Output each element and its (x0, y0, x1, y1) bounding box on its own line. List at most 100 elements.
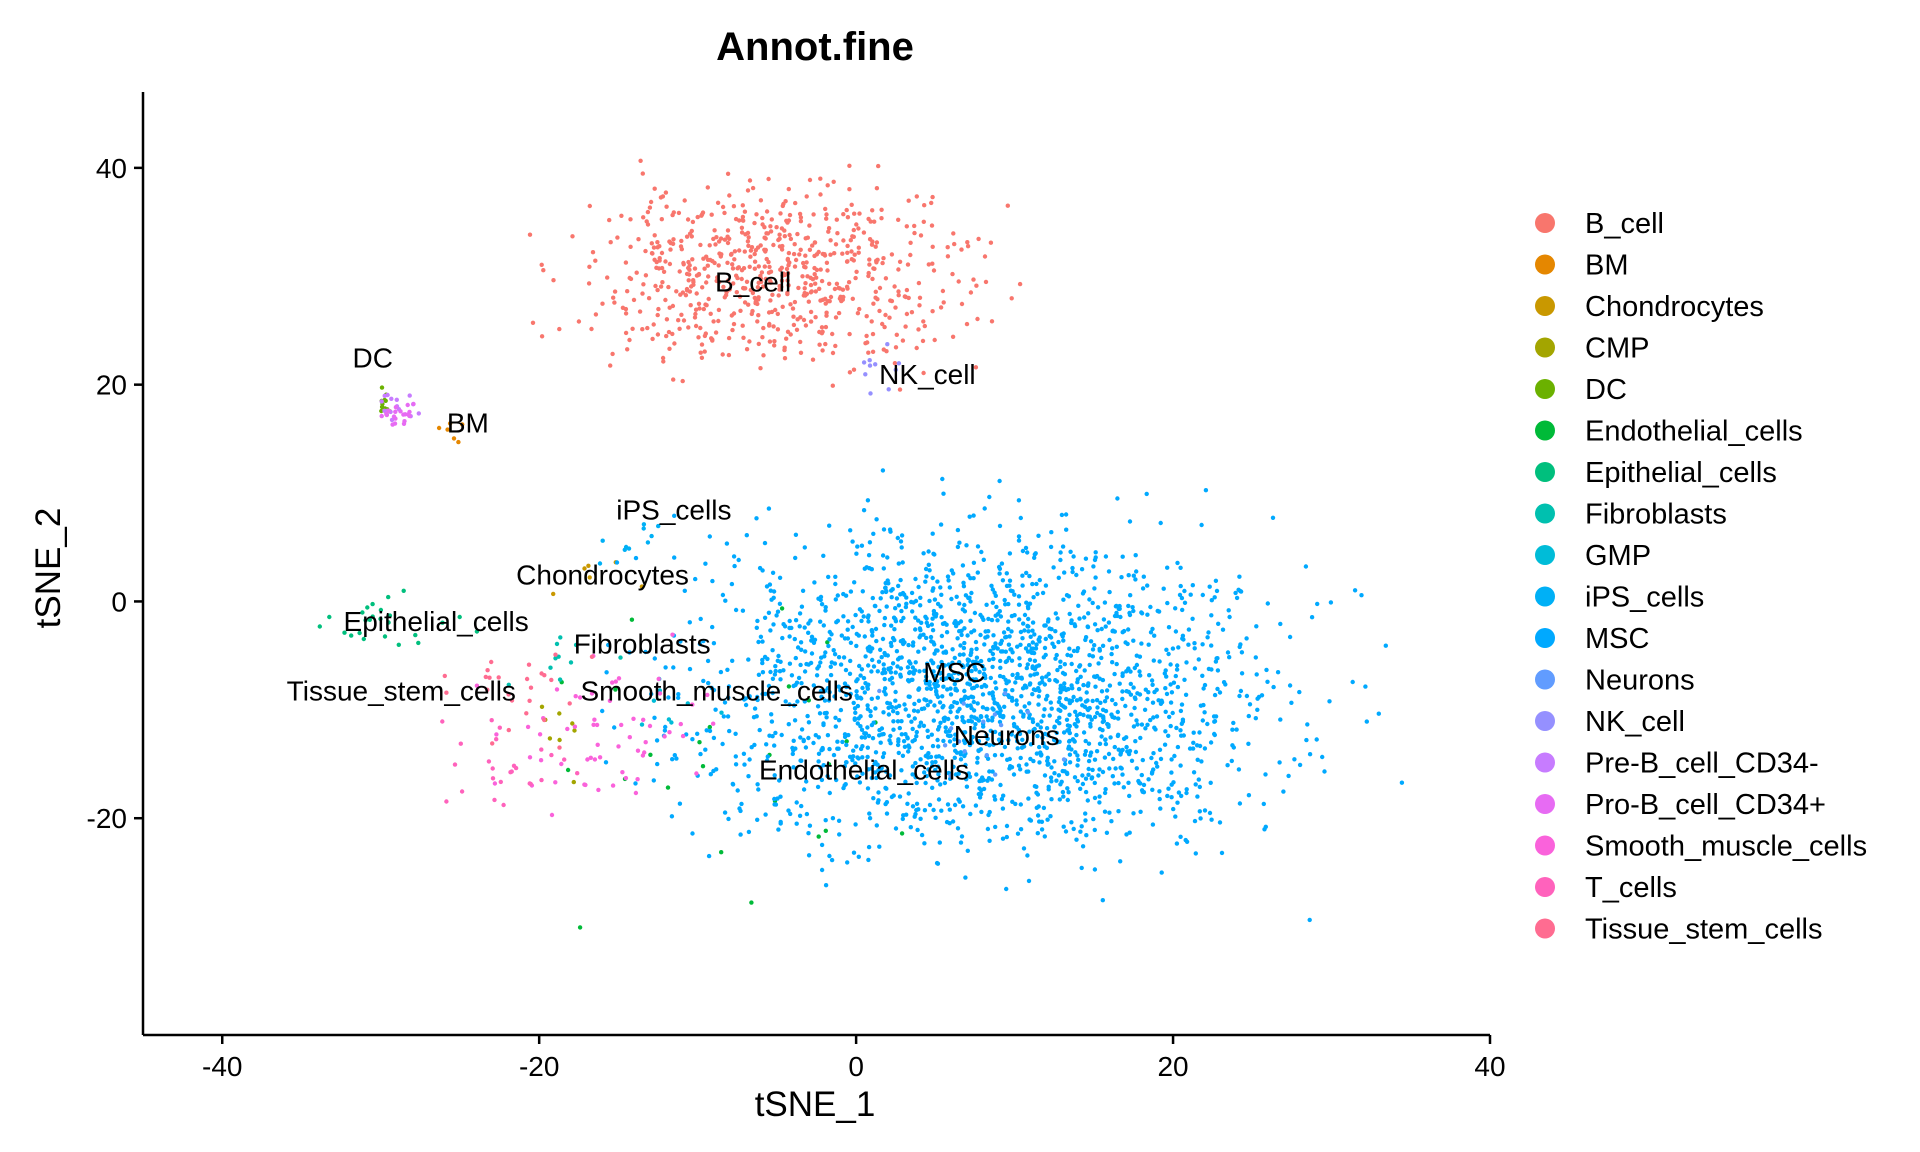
data-point (935, 709, 940, 714)
data-point (1148, 604, 1153, 610)
data-point (1043, 697, 1049, 702)
data-point (442, 673, 447, 679)
data-point (842, 764, 847, 769)
data-point (838, 662, 844, 667)
data-point (1090, 647, 1096, 652)
data-point (845, 250, 850, 255)
data-point (1124, 669, 1129, 674)
data-point (987, 809, 992, 815)
data-point (1061, 757, 1067, 762)
data-point (1097, 767, 1102, 772)
data-point (755, 319, 760, 324)
data-point (825, 268, 830, 273)
data-point (1169, 782, 1174, 787)
data-point (1053, 678, 1058, 683)
data-point (977, 795, 983, 800)
data-point (539, 777, 544, 783)
data-point (895, 710, 900, 716)
data-point (912, 716, 917, 721)
data-point (952, 241, 957, 247)
data-point (778, 267, 783, 272)
data-point (785, 271, 791, 276)
data-point (902, 744, 908, 749)
data-point (1023, 570, 1029, 576)
data-point (746, 235, 751, 240)
data-point (899, 545, 904, 550)
data-point (928, 699, 933, 704)
data-point (906, 694, 911, 699)
data-point (977, 669, 982, 675)
data-point (803, 323, 809, 328)
data-point (930, 628, 936, 633)
data-point (983, 741, 989, 747)
data-point (887, 773, 893, 778)
data-point (1082, 752, 1088, 757)
data-point (973, 365, 979, 370)
data-point (720, 204, 726, 210)
data-point (1106, 620, 1112, 625)
data-point (889, 595, 894, 600)
data-point (998, 740, 1003, 746)
data-point (818, 660, 823, 665)
data-point (1028, 742, 1034, 747)
data-point (623, 544, 629, 550)
data-point (1102, 699, 1108, 704)
data-point (593, 258, 598, 263)
data-point (889, 623, 894, 628)
data-point (597, 561, 603, 566)
data-point (666, 284, 671, 290)
data-point (608, 240, 613, 245)
data-point (1180, 636, 1185, 641)
data-point (784, 336, 789, 341)
data-point (1007, 583, 1012, 588)
data-point (1045, 693, 1050, 699)
data-point (588, 755, 593, 760)
data-point (570, 234, 575, 239)
data-point (910, 764, 915, 769)
data-point (984, 714, 989, 719)
data-point (751, 715, 757, 720)
data-point (641, 522, 647, 527)
data-point (506, 692, 511, 697)
data-point (719, 850, 724, 855)
data-point (1025, 649, 1031, 654)
data-point (830, 331, 835, 337)
data-point (1133, 739, 1138, 744)
x-tick-label: 0 (848, 1051, 864, 1082)
data-point (721, 284, 726, 290)
data-point (775, 327, 781, 332)
data-point (866, 216, 871, 222)
data-point (790, 751, 795, 757)
data-point (922, 668, 927, 673)
data-point (948, 673, 954, 678)
data-point (797, 252, 802, 257)
data-point (954, 700, 960, 706)
data-point (989, 583, 994, 588)
data-point (1207, 810, 1213, 816)
data-point (863, 731, 869, 736)
data-point (817, 711, 823, 716)
data-point (853, 761, 858, 766)
data-point (822, 698, 828, 703)
data-point (881, 566, 886, 571)
data-point (1103, 737, 1108, 742)
data-point (815, 666, 820, 671)
data-point (799, 681, 804, 686)
data-point (1110, 774, 1116, 779)
data-point (1100, 707, 1106, 712)
data-point (1151, 751, 1156, 756)
data-point (690, 831, 695, 836)
data-point (744, 347, 750, 352)
data-point (859, 735, 864, 740)
data-point (760, 691, 765, 697)
data-point (964, 672, 969, 677)
data-point (1055, 667, 1060, 673)
data-point (746, 829, 752, 835)
data-point (1169, 690, 1175, 695)
data-point (699, 342, 705, 347)
data-point (855, 311, 861, 316)
data-point (973, 667, 978, 672)
data-point (1127, 793, 1132, 799)
data-point (812, 580, 817, 585)
data-point (877, 688, 882, 694)
